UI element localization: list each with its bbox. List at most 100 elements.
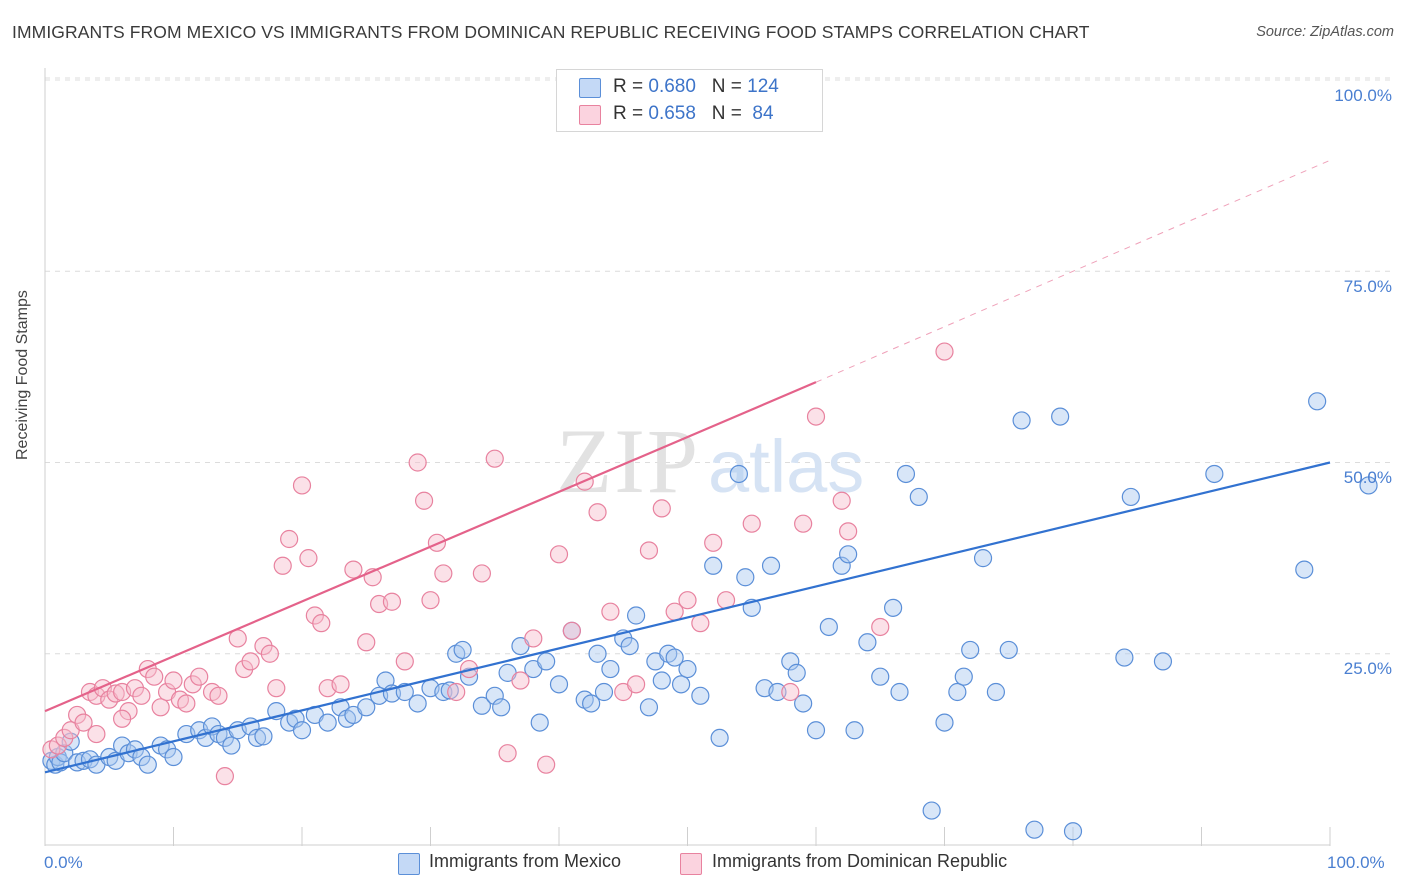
dominican-point — [273, 556, 292, 575]
mexico-point — [1308, 392, 1327, 411]
dominican-point — [498, 744, 517, 763]
mexico-point — [286, 709, 305, 728]
mexico-point — [787, 663, 806, 682]
dominican-point — [871, 617, 890, 637]
watermark-zip: ZIP — [556, 410, 700, 512]
bottom-legend-mexico[interactable]: Immigrants from Mexico — [398, 851, 622, 875]
dominican-point — [839, 522, 858, 541]
mexico-point — [986, 682, 1006, 702]
dominican-point — [511, 671, 530, 690]
mexico-point — [222, 736, 241, 755]
mexico-point — [601, 659, 620, 679]
y-tick-label-100: 100.0% — [1334, 86, 1392, 105]
y-tick-label-75: 75.0% — [1343, 277, 1392, 296]
dominican-point — [794, 514, 813, 533]
dominican-point — [408, 453, 427, 472]
mexico-point — [434, 682, 453, 702]
legend-r-value-dominican: 0.658 — [648, 103, 696, 124]
mexico-point — [883, 598, 903, 617]
y-axis-label: Receiving Food Stamps — [14, 290, 31, 460]
mexico-point — [909, 487, 928, 507]
dominican-point — [704, 533, 723, 552]
mexico-point — [1121, 487, 1140, 507]
mexico-point — [247, 728, 267, 748]
mexico-point — [973, 549, 993, 568]
dominican-point — [472, 564, 491, 583]
legend-n-value-dominican: 84 — [747, 103, 774, 124]
mexico-point — [890, 682, 909, 702]
mexico-point — [1012, 411, 1031, 430]
dominican-point — [190, 667, 209, 686]
legend-r-value-mexico: 0.680 — [648, 76, 696, 97]
mexico-point — [858, 633, 877, 652]
mexico-point — [678, 659, 697, 679]
bottom-legend-label-mexico: Immigrants from Mexico — [429, 851, 622, 871]
bottom-legend-swatch-dominican — [680, 853, 702, 875]
mexico-point — [845, 721, 864, 740]
mexico-point — [1115, 648, 1134, 667]
dominican-point — [74, 713, 93, 732]
mexico-point — [736, 568, 755, 587]
dominican-point — [447, 682, 466, 702]
mexico-point — [1359, 476, 1378, 495]
mexico-point — [819, 617, 838, 637]
mexico-point — [620, 636, 639, 656]
mexico-point — [408, 694, 427, 713]
dominican-point — [292, 476, 312, 495]
dominican-point — [112, 709, 132, 728]
dominican-point — [588, 503, 607, 522]
dominican-point — [652, 499, 671, 518]
x-tick-label-100: 100.0% — [1327, 853, 1385, 872]
mexico-point — [704, 556, 723, 575]
series-mexico — [42, 392, 1378, 841]
x-tick-label-0: 0.0% — [44, 853, 83, 872]
dominican-point — [742, 514, 761, 533]
mexico-point — [961, 640, 980, 660]
dominican-point — [151, 698, 170, 717]
mexico-point — [896, 464, 916, 484]
mexico-point — [691, 686, 710, 705]
mexico-point — [440, 681, 459, 700]
dominican-point — [537, 755, 556, 774]
mexico-point — [954, 667, 973, 686]
dominican-point — [382, 592, 402, 611]
chart-title: IMMIGRANTS FROM MEXICO VS IMMIGRANTS FRO… — [12, 22, 1090, 42]
dominican-point — [691, 614, 710, 633]
dominican-point — [267, 679, 286, 698]
axes — [44, 68, 1331, 846]
mexico-point — [806, 721, 826, 740]
bottom-legend-dominican[interactable]: Immigrants from Dominican Republic — [680, 851, 1007, 875]
dominican-point — [132, 686, 151, 705]
dominican-point — [260, 644, 279, 663]
series-dominican — [42, 342, 954, 786]
mexico-point — [395, 682, 414, 702]
mexico-point — [459, 667, 479, 686]
mexico-point — [729, 464, 749, 484]
dominican-point — [562, 621, 581, 640]
dominican-point — [806, 407, 826, 426]
mexico-point — [594, 682, 614, 702]
mexico-point — [1051, 407, 1070, 426]
dominican-point — [485, 449, 504, 468]
dominican-point — [524, 629, 543, 648]
dominican-point — [177, 694, 196, 713]
dominican-point — [549, 545, 569, 564]
dominican-point — [344, 560, 363, 579]
mexico-point — [138, 755, 157, 774]
mexico-point — [530, 713, 549, 732]
mexico-point — [781, 652, 800, 671]
trend-line-dominican-extension — [815, 159, 1331, 383]
dominican-point — [395, 652, 414, 671]
mexico-point — [761, 556, 781, 575]
mexico-point — [1295, 560, 1314, 579]
mexico-point — [999, 640, 1018, 660]
dominican-point — [935, 342, 954, 361]
y-tick-label-25: 25.0% — [1343, 659, 1392, 678]
dominican-point — [626, 675, 646, 694]
source-credit: Source: ZipAtlas.com — [1256, 24, 1394, 40]
mexico-point — [357, 698, 376, 717]
dominican-point — [639, 541, 659, 560]
mexico-point — [164, 747, 183, 767]
legend-swatch-dominican — [579, 105, 601, 125]
mexico-point — [639, 698, 659, 717]
